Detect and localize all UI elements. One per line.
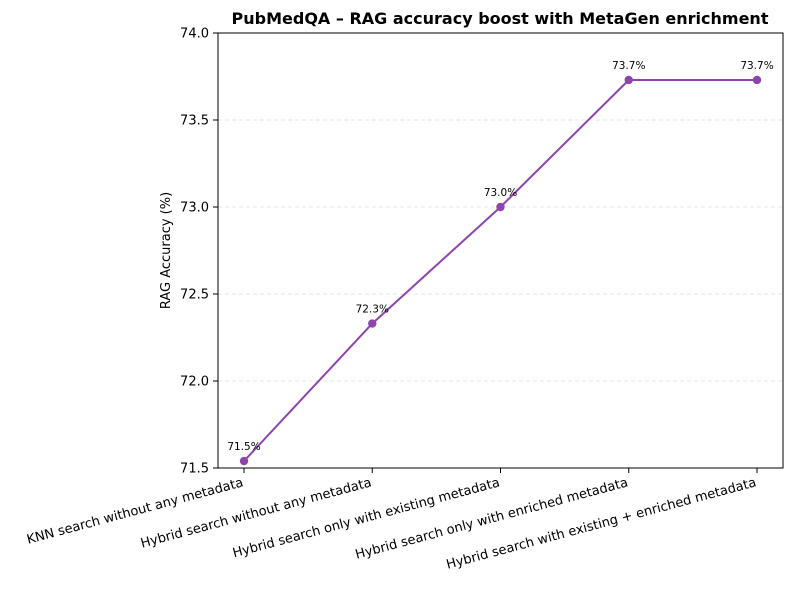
data-point	[624, 75, 633, 85]
data-point	[752, 75, 762, 85]
y-tick-label: 72.5	[180, 288, 209, 303]
series-accuracy	[239, 75, 762, 466]
grid-lines	[218, 119, 783, 382]
y-tick-label: 71.5	[180, 462, 209, 477]
data-label: 73.7%	[740, 60, 773, 72]
y-axis: 71.5 72.0 72.5 73.0 73.5 74.0	[180, 27, 218, 477]
data-label: 71.5%	[227, 441, 260, 453]
y-axis-label: RAG Accuracy (%)	[159, 192, 174, 309]
series-line	[243, 78, 757, 462]
y-tick-label: 72.0	[180, 375, 209, 390]
x-tick-label: KNN search without any metadata	[25, 475, 245, 547]
y-tick-label: 73.5	[180, 114, 209, 129]
data-label: 72.3%	[356, 304, 389, 316]
y-tick-label: 74.0	[180, 27, 209, 42]
data-point	[239, 456, 249, 466]
data-label: 73.7%	[612, 60, 645, 72]
y-tick-label: 73.0	[180, 201, 209, 216]
data-point	[496, 202, 505, 212]
data-point	[368, 319, 377, 328]
chart-title: PubMedQA – RAG accuracy boost with MetaG…	[232, 9, 769, 28]
data-labels: 71.5% 72.3% 73.0% 73.7% 73.7%	[227, 60, 773, 453]
plot-area	[217, 32, 784, 469]
data-label: 73.0%	[484, 187, 517, 199]
